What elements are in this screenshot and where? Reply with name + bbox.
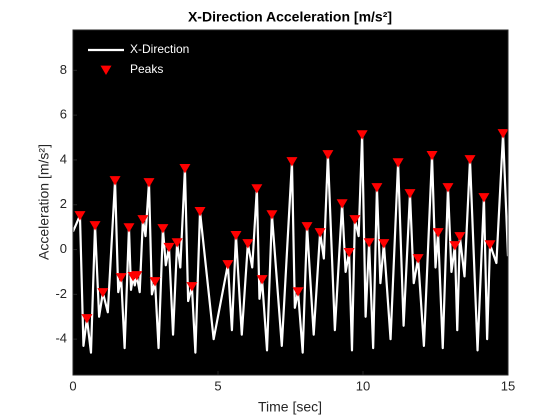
y-tick-label: 4 xyxy=(60,151,67,166)
peak-marker xyxy=(292,287,304,297)
peak-marker xyxy=(478,193,490,203)
legend-label: Peaks xyxy=(130,62,163,76)
x-tick-label: 15 xyxy=(501,378,515,393)
peak-marker xyxy=(131,271,143,281)
peak-marker xyxy=(314,228,326,238)
x-tick-label: 0 xyxy=(69,378,76,393)
peak-marker xyxy=(464,155,476,165)
peak-marker xyxy=(157,224,169,234)
y-tick-label: 2 xyxy=(60,196,67,211)
peak-marker xyxy=(404,189,416,199)
peak-marker xyxy=(349,215,361,225)
peak-marker xyxy=(484,240,496,250)
peak-marker xyxy=(143,178,155,188)
peak-marker xyxy=(336,199,348,209)
peak-marker xyxy=(497,129,509,139)
x-tick-label: 10 xyxy=(356,378,370,393)
y-tick-label: 8 xyxy=(60,62,67,77)
peak-marker xyxy=(81,314,93,324)
peak-marker xyxy=(163,242,175,253)
peak-marker xyxy=(123,223,135,233)
y-tick-label: -2 xyxy=(55,286,67,301)
axes-frame xyxy=(72,29,509,376)
peak-marker xyxy=(412,254,424,264)
x-axis-label: Time [sec] xyxy=(258,399,322,415)
y-axis-label: Acceleration [m/s²] xyxy=(36,144,52,260)
peak-marker xyxy=(74,211,86,221)
legend-swatch xyxy=(100,65,112,75)
y-tick-label: 6 xyxy=(60,107,67,122)
peak-marker xyxy=(115,273,127,283)
peak-marker xyxy=(343,248,355,258)
peak-marker xyxy=(242,239,254,249)
peak-marker xyxy=(432,228,444,238)
peak-marker xyxy=(426,151,438,161)
peak-marker xyxy=(171,238,183,248)
chart-title: X-Direction Acceleration [m/s²] xyxy=(188,9,392,25)
peak-marker xyxy=(301,222,313,232)
peak-marker xyxy=(454,232,466,242)
peak-marker xyxy=(179,164,191,174)
peak-marker xyxy=(149,277,161,287)
peak-marker xyxy=(449,241,461,251)
peak-marker xyxy=(230,231,242,241)
peak-marker xyxy=(256,275,268,285)
peak-marker xyxy=(194,207,206,217)
peak-marker xyxy=(109,176,121,186)
peak-marker xyxy=(222,260,234,270)
peak-marker xyxy=(356,130,368,140)
data-line xyxy=(71,132,510,354)
peak-marker xyxy=(363,238,375,248)
y-tick-label: 0 xyxy=(60,241,67,256)
peak-marker xyxy=(442,183,454,193)
peak-marker xyxy=(137,215,149,225)
legend-label: X-Direction xyxy=(130,42,189,56)
peak-marker xyxy=(286,157,298,167)
peak-marker xyxy=(392,158,404,168)
peak-marker xyxy=(371,183,383,193)
peak-marker xyxy=(89,221,101,231)
peak-marker xyxy=(322,150,334,160)
peak-marker xyxy=(266,210,278,220)
peak-marker xyxy=(251,184,263,194)
peak-marker xyxy=(378,239,390,249)
peak-marker xyxy=(186,282,198,292)
peak-marker xyxy=(97,288,109,298)
y-tick-label: -4 xyxy=(55,331,67,346)
x-tick-label: 5 xyxy=(214,378,221,393)
